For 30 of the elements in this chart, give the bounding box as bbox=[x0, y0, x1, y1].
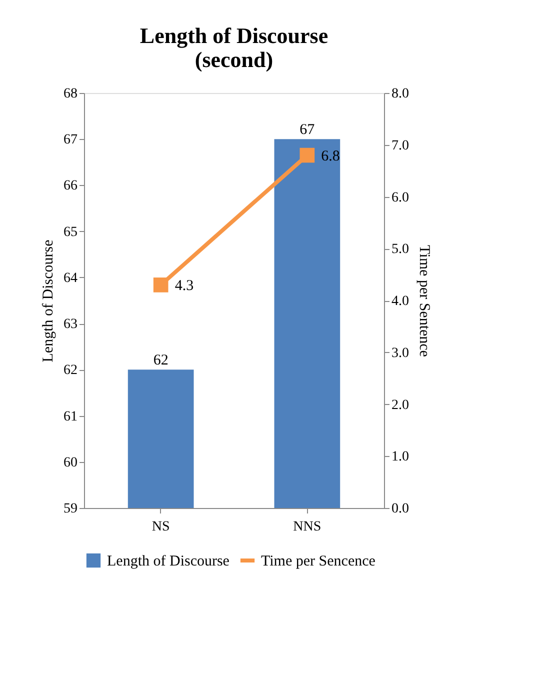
y2-tick-label: 1.0 bbox=[392, 450, 409, 465]
y-tick-label: 63 bbox=[64, 317, 78, 332]
y-tick-label: 64 bbox=[64, 270, 78, 286]
y-tick-label: 67 bbox=[64, 132, 78, 148]
x-tick-label: NNS bbox=[293, 520, 322, 534]
y-tick-label: 65 bbox=[64, 224, 78, 240]
y-tick-label: 60 bbox=[64, 455, 78, 470]
y-tick-label: 61 bbox=[64, 409, 78, 424]
chart-title: Length of Discourse (second) bbox=[140, 23, 328, 72]
y-tick-label: 59 bbox=[64, 502, 78, 516]
y2-tick-label: 8.0 bbox=[392, 86, 409, 102]
x-tick-label: NS bbox=[152, 520, 170, 534]
y-tick-label: 62 bbox=[64, 363, 78, 378]
data-label: 62 bbox=[153, 352, 168, 369]
legend-label: Length of Discourse bbox=[107, 554, 230, 570]
y2-tick-label: 0.0 bbox=[392, 502, 409, 516]
data-label: 4.3 bbox=[174, 278, 194, 294]
y2-tick-label: 5.0 bbox=[392, 242, 409, 258]
data-label: 6.8 bbox=[321, 148, 340, 164]
y-axis-title: Length of Discourse bbox=[40, 239, 56, 362]
y2-tick-label: 2.0 bbox=[392, 398, 409, 413]
y2-tick-label: 4.0 bbox=[392, 294, 409, 309]
legend-label: Time per Sencence bbox=[261, 554, 376, 570]
y2-tick-label: 6.0 bbox=[392, 190, 409, 206]
data-label: 67 bbox=[300, 122, 316, 138]
y-tick-label: 66 bbox=[64, 178, 78, 194]
y2-tick-label: 7.0 bbox=[392, 138, 409, 154]
y2-axis-title: Time per Sentence bbox=[416, 245, 432, 358]
y-tick-label: 68 bbox=[64, 86, 78, 102]
y2-tick-label: 3.0 bbox=[392, 346, 409, 361]
